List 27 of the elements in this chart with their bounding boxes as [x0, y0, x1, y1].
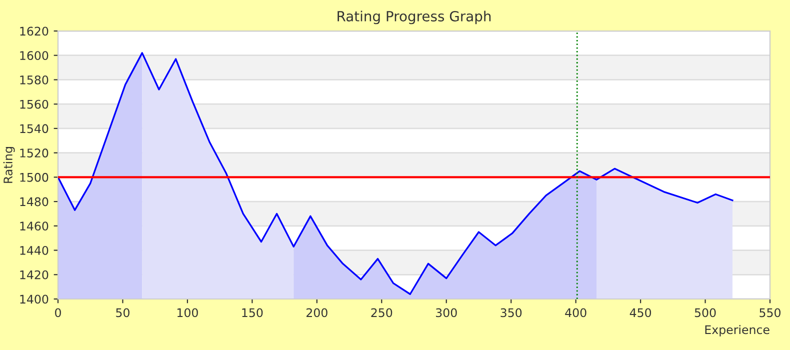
y-tick-label: 1620	[20, 26, 48, 36]
x-tick-label: 500	[694, 308, 716, 318]
y-tick-label: 1520	[20, 148, 48, 158]
y-tick-label: 1500	[20, 172, 48, 182]
y-tick-label: 1480	[20, 197, 48, 206]
x-tick-label: 0	[55, 308, 61, 318]
x-tick-label: 50	[116, 308, 130, 318]
y-tick-label: 1420	[20, 270, 48, 280]
x-tick-label: 250	[371, 308, 392, 318]
y-tick-label: 1540	[20, 124, 48, 134]
x-axis-title: Experience	[705, 325, 770, 336]
x-tick-label: 450	[630, 308, 652, 318]
x-tick-label: 550	[760, 308, 780, 318]
y-tick-label: 1460	[20, 222, 48, 231]
x-tick-label: 200	[306, 308, 328, 318]
x-tick-label: 100	[177, 308, 198, 318]
y-tick-label: 1440	[20, 246, 48, 255]
x-tick-label: 300	[436, 308, 457, 318]
x-tick-label: 350	[500, 308, 522, 318]
y-tick-label: 1560	[20, 100, 48, 109]
y-tick-label: 1580	[20, 75, 48, 84]
y-axis-title: Rating	[3, 147, 15, 183]
y-tick-label: 1400	[20, 294, 48, 304]
chart-title: Rating Progress Graph	[338, 10, 491, 24]
x-tick-label: 400	[565, 308, 586, 318]
y-tick-label: 1600	[20, 51, 48, 60]
x-tick-label: 150	[242, 308, 263, 318]
